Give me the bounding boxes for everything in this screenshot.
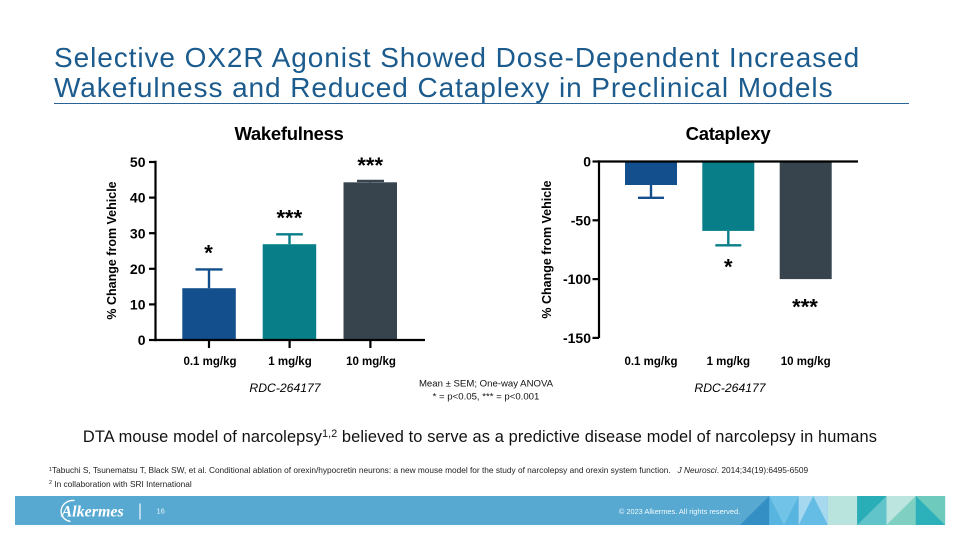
svg-text:16: 16 bbox=[157, 507, 165, 516]
svg-text:10: 10 bbox=[130, 297, 146, 313]
svg-text:*: * bbox=[724, 254, 733, 279]
svg-text:***: *** bbox=[792, 294, 818, 319]
svg-text:1 mg/kg: 1 mg/kg bbox=[268, 356, 311, 368]
svg-text:1 mg/kg: 1 mg/kg bbox=[707, 356, 750, 368]
svg-text:Cataplexy: Cataplexy bbox=[686, 123, 772, 144]
svg-text:Wakefulness: Wakefulness bbox=[234, 123, 343, 144]
svg-text:-50: -50 bbox=[571, 212, 591, 228]
svg-text:***: *** bbox=[276, 206, 302, 231]
svg-text:0.1 mg/kg: 0.1 mg/kg bbox=[624, 356, 677, 368]
svg-text:10 mg/kg: 10 mg/kg bbox=[346, 356, 396, 368]
svg-text:*: * bbox=[204, 241, 213, 266]
svg-text:0: 0 bbox=[583, 154, 591, 170]
svg-text:-150: -150 bbox=[563, 330, 591, 346]
svg-text:40: 40 bbox=[130, 190, 146, 206]
svg-text:0.1 mg/kg: 0.1 mg/kg bbox=[183, 356, 236, 368]
svg-text:% Change from Vehicle: % Change from Vehicle bbox=[105, 181, 119, 319]
svg-text:% Change from Vehicle: % Change from Vehicle bbox=[540, 180, 554, 318]
svg-text:Alkermes: Alkermes bbox=[61, 504, 124, 521]
svg-text:50: 50 bbox=[130, 154, 146, 170]
svg-text:RDC-264177: RDC-264177 bbox=[249, 381, 321, 395]
svg-text:***: *** bbox=[357, 153, 383, 178]
svg-text:© 2023 Alkermes. All rights re: © 2023 Alkermes. All rights reserved. bbox=[619, 507, 740, 516]
svg-text:20: 20 bbox=[130, 261, 146, 277]
svg-text:* = p<0.05, *** = p<0.001: * = p<0.05, *** = p<0.001 bbox=[433, 392, 540, 403]
svg-text:0: 0 bbox=[138, 332, 146, 348]
svg-text:Mean ± SEM; One-way ANOVA: Mean ± SEM; One-way ANOVA bbox=[419, 379, 554, 390]
svg-text:-100: -100 bbox=[563, 271, 591, 287]
svg-text:RDC-264177: RDC-264177 bbox=[694, 381, 766, 395]
svg-text:10 mg/kg: 10 mg/kg bbox=[781, 356, 831, 368]
svg-text:30: 30 bbox=[130, 225, 146, 241]
